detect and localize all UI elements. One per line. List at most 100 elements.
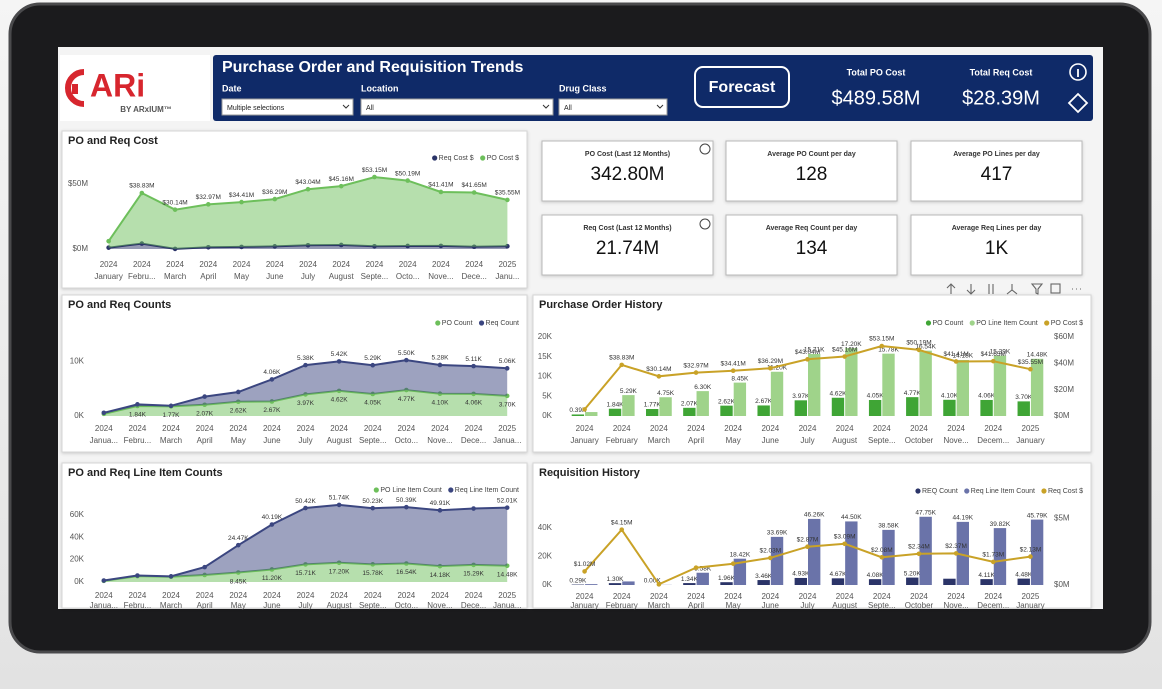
data-label: 45.79K [1027, 512, 1048, 519]
filter-dropdown[interactable] [360, 98, 554, 116]
x-tick-year: 2025 [498, 260, 516, 269]
info-icon[interactable] [699, 143, 711, 155]
area [103, 360, 508, 414]
legend-label: PO Line Item Count [380, 487, 442, 494]
x-tick-label: July [800, 601, 814, 610]
axis-tick-label: $5M [1054, 513, 1070, 522]
data-label: 4.62K [829, 390, 847, 397]
toolbar-icon[interactable] [1006, 284, 1018, 295]
toolbar-icon[interactable] [988, 284, 994, 294]
bar [794, 400, 807, 416]
kpi-card [725, 214, 898, 276]
toolbar-icon[interactable] [1030, 283, 1044, 295]
data-point [879, 554, 885, 560]
info-icon[interactable] [1069, 63, 1087, 81]
bar [683, 407, 696, 416]
kpi-card [910, 140, 1083, 202]
toolbar-icon[interactable] [946, 283, 956, 294]
data-point [168, 403, 174, 409]
data-label: $2.87M [797, 536, 819, 543]
axis-tick-label: $40M [1054, 358, 1074, 367]
data-label: $34.41M [721, 360, 746, 367]
x-tick-label: August [329, 272, 355, 281]
x-tick-year: 2024 [166, 260, 184, 269]
data-point [693, 565, 699, 570]
axis-tick-label: $20M [1054, 385, 1074, 394]
x-tick-label: January [94, 272, 122, 281]
data-label: 2.67K [755, 398, 773, 405]
data-label: $43.04M [295, 179, 320, 186]
bar [956, 521, 969, 585]
x-tick-year: 2024 [836, 424, 854, 433]
x-tick-year: 2024 [196, 424, 214, 433]
forecast-button[interactable] [694, 66, 790, 108]
data-label: 5.50K [398, 350, 416, 357]
legend-label: Req Count [486, 320, 520, 327]
data-label: 14.18K [952, 353, 973, 360]
x-tick-label: Septe... [868, 601, 896, 610]
data-label: 4.10K [941, 393, 959, 400]
legend-label: Req Line Item Count [455, 487, 519, 494]
info-icon[interactable] [699, 218, 711, 230]
axis-tick-label: 20K [538, 332, 553, 341]
x-tick-year: 2024 [613, 592, 631, 601]
filter-dropdown[interactable] [221, 98, 354, 116]
data-label: $45.16M [329, 176, 354, 183]
x-tick-year: 2024 [133, 260, 151, 269]
data-point [768, 555, 773, 561]
data-label: 4.05K [867, 393, 885, 400]
x-tick-label: January [570, 436, 598, 445]
data-label: 8.45K [731, 375, 749, 382]
legend-swatch [435, 320, 441, 326]
bar [1017, 401, 1030, 416]
data-point [990, 559, 996, 565]
x-tick-year: 2024 [432, 260, 450, 269]
data-point [206, 202, 211, 207]
bar [770, 371, 784, 416]
legend-swatch [915, 488, 921, 494]
toolbar-icon[interactable] [1050, 283, 1061, 294]
legend-swatch [373, 487, 379, 493]
bar [868, 579, 882, 585]
data-label: 4.11K [978, 572, 995, 579]
filter-dropdown[interactable] [558, 98, 668, 116]
bar [943, 578, 956, 585]
data-label: 1.84K [129, 412, 147, 419]
x-tick-label: Dece... [461, 601, 486, 610]
kpi-label: Average PO Lines per day [953, 151, 1040, 158]
toolbar-icon[interactable] [966, 284, 976, 295]
area [103, 390, 508, 416]
bar [906, 577, 919, 585]
x-tick-label: Janua... [493, 601, 521, 610]
chart-title: PO and Req Line Item Counts [68, 467, 223, 479]
data-label: 4.75K [657, 390, 675, 397]
data-label: 15.78K [362, 570, 383, 577]
x-tick-label: August [832, 436, 858, 445]
kpi-label: Average Req Lines per day [952, 225, 1042, 232]
data-label: 46.26K [804, 512, 825, 519]
data-label: $50.19M [395, 170, 420, 177]
data-label: 33.69K [767, 530, 788, 537]
x-tick-year: 2024 [984, 592, 1002, 601]
clear-filter-icon[interactable] [1067, 92, 1089, 114]
data-point [405, 178, 410, 183]
x-tick-year: 2024 [366, 260, 384, 269]
x-tick-year: 2025 [498, 424, 516, 433]
x-tick-label: August [327, 601, 353, 610]
bar [993, 528, 1007, 585]
x-tick-year: 2024 [431, 591, 449, 600]
data-label: $38.83M [609, 355, 634, 362]
kpi-card [910, 214, 1083, 276]
x-tick-year: 2024 [364, 591, 382, 600]
bar [720, 582, 733, 585]
data-label: $35.55M [495, 190, 520, 197]
data-label: 14.48K [1027, 352, 1048, 359]
data-label: 4.67K [829, 571, 847, 578]
bar [571, 414, 585, 416]
x-tick-label: June [266, 272, 284, 281]
x-tick-year: 2024 [196, 591, 214, 600]
data-label: 1.84K [607, 401, 625, 408]
x-tick-label: March [160, 436, 182, 445]
